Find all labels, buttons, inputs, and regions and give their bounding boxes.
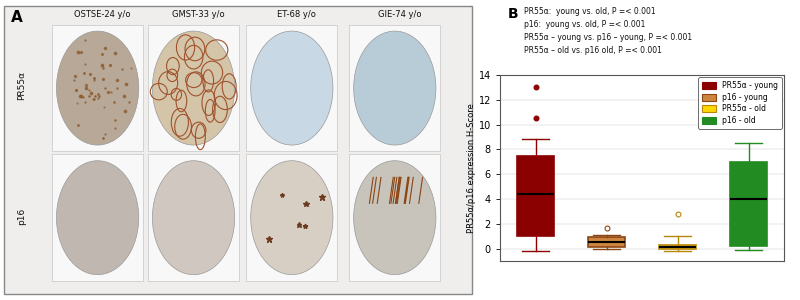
Bar bbox=[588, 237, 625, 247]
Bar bbox=[517, 156, 554, 236]
Bar bbox=[659, 245, 696, 249]
Ellipse shape bbox=[354, 161, 436, 274]
Text: ET-68 y/o: ET-68 y/o bbox=[277, 10, 316, 19]
Ellipse shape bbox=[153, 161, 234, 274]
Y-axis label: PR55α/p16 expression H-Score: PR55α/p16 expression H-Score bbox=[467, 103, 476, 233]
Ellipse shape bbox=[250, 31, 333, 145]
Ellipse shape bbox=[250, 161, 333, 274]
FancyBboxPatch shape bbox=[246, 154, 338, 281]
FancyBboxPatch shape bbox=[52, 25, 143, 152]
FancyBboxPatch shape bbox=[349, 154, 441, 281]
Text: PR55α: PR55α bbox=[18, 70, 26, 100]
Text: A: A bbox=[11, 10, 22, 25]
Legend: PR55α - young, p16 - young, PR55α - old, p16 - old: PR55α - young, p16 - young, PR55α - old,… bbox=[698, 77, 782, 129]
Ellipse shape bbox=[354, 31, 436, 145]
Text: OSTSE-24 y/o: OSTSE-24 y/o bbox=[74, 10, 130, 19]
FancyBboxPatch shape bbox=[52, 154, 143, 281]
Text: GMST-33 y/o: GMST-33 y/o bbox=[172, 10, 225, 19]
Text: PR55α:  young vs. old, P =< 0.001
p16:  young vs. old, P =< 0.001
PR55α – young : PR55α: young vs. old, P =< 0.001 p16: yo… bbox=[524, 8, 692, 55]
FancyBboxPatch shape bbox=[246, 25, 338, 152]
Ellipse shape bbox=[153, 31, 234, 145]
FancyBboxPatch shape bbox=[349, 25, 441, 152]
Ellipse shape bbox=[57, 31, 138, 145]
FancyBboxPatch shape bbox=[148, 25, 239, 152]
Bar bbox=[730, 162, 767, 246]
Text: p16: p16 bbox=[18, 208, 26, 225]
Text: B: B bbox=[508, 8, 518, 22]
FancyBboxPatch shape bbox=[148, 154, 239, 281]
Text: GIE-74 y/o: GIE-74 y/o bbox=[378, 10, 422, 19]
Ellipse shape bbox=[57, 161, 138, 274]
FancyBboxPatch shape bbox=[4, 6, 472, 294]
